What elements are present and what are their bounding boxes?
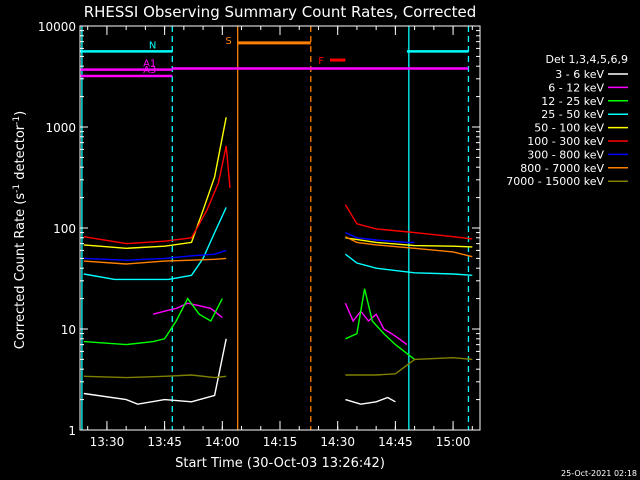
x-axis-label: Start Time (30-Oct-03 13:26:42) bbox=[175, 456, 385, 471]
legend-label-6: 300 - 800 keV bbox=[527, 148, 604, 161]
y-axis-label: Corrected Count Rate (s-1 detector-1) bbox=[12, 111, 28, 349]
legend-header: Det 1,3,4,5,6,9 bbox=[545, 53, 628, 66]
series-3-segment-1 bbox=[344, 253, 473, 276]
legend-label-1: 6 - 12 keV bbox=[548, 81, 604, 94]
series-6-segment-0 bbox=[83, 249, 227, 261]
series-4-segment-0 bbox=[83, 117, 227, 250]
series-2-segment-0 bbox=[83, 297, 223, 346]
x-tick-label-3: 14:15 bbox=[263, 435, 298, 449]
x-tick-label-5: 14:45 bbox=[378, 435, 413, 449]
night-bar-0-label: N bbox=[149, 40, 156, 51]
y-tick-label-1: 10 bbox=[61, 323, 76, 337]
series-6-segment-1 bbox=[345, 231, 415, 244]
series-1-segment-1 bbox=[344, 302, 408, 346]
legend-label-4: 50 - 100 keV bbox=[534, 122, 604, 135]
legend-label-2: 12 - 25 keV bbox=[541, 95, 604, 108]
chart-title: RHESSI Observing Summary Count Rates, Co… bbox=[84, 3, 477, 21]
y-tick-label-2: 100 bbox=[53, 222, 76, 236]
series-3-segment-0 bbox=[83, 207, 227, 281]
series-5-segment-1 bbox=[344, 204, 473, 240]
flare-label: F bbox=[318, 56, 324, 67]
y-tick-label-0: 1 bbox=[68, 424, 76, 438]
x-tick-label-6: 15:00 bbox=[436, 435, 471, 449]
x-tick-label-2: 14:00 bbox=[205, 435, 240, 449]
y-tick-label-3: 1000 bbox=[45, 121, 76, 135]
series-8-segment-1 bbox=[345, 356, 473, 376]
series-2-segment-1 bbox=[345, 288, 416, 360]
saa-label: S bbox=[225, 36, 231, 47]
series-5-segment-0 bbox=[83, 145, 231, 245]
legend-label-3: 25 - 50 keV bbox=[541, 108, 604, 121]
x-tick-label-1: 13:45 bbox=[147, 435, 182, 449]
y-tick-label-4: 10000 bbox=[38, 20, 76, 34]
series-8-segment-0 bbox=[83, 374, 227, 379]
legend-label-0: 3 - 6 keV bbox=[555, 68, 604, 81]
attenuator-bar-1-label: A3 bbox=[143, 65, 156, 76]
series-7-segment-1 bbox=[345, 236, 473, 258]
legend-label-7: 800 - 7000 keV bbox=[520, 162, 604, 175]
attenuator-bar-0-label: A1 bbox=[143, 59, 156, 70]
x-tick-label-0: 13:30 bbox=[90, 435, 125, 449]
x-tick-label-4: 14:30 bbox=[320, 435, 355, 449]
series-0-segment-0 bbox=[83, 338, 227, 405]
axes: 1 10 100 1000 10000 13:30 13:45 14:00 14:15 14:30… bbox=[38, 20, 481, 449]
footer-timestamp: 25-Oct-2021 02:18 bbox=[561, 469, 637, 478]
series-7-segment-0 bbox=[83, 257, 227, 265]
legend-label-5: 100 - 300 keV bbox=[527, 135, 604, 148]
series-4-segment-1 bbox=[345, 237, 473, 248]
legend-label-8: 7000 - 15000 keV bbox=[506, 175, 604, 188]
series-0-segment-1 bbox=[345, 396, 396, 405]
series-1-segment-0 bbox=[152, 302, 223, 319]
